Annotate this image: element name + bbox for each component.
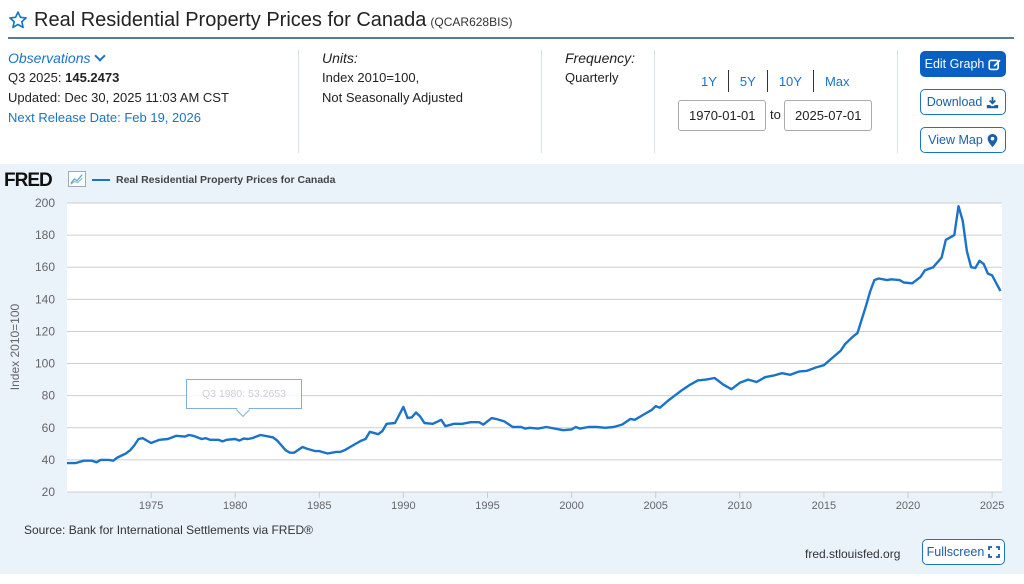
range-5y-button[interactable]: 5Y bbox=[739, 73, 756, 89]
x-tick-label: 1980 bbox=[223, 500, 247, 509]
x-tick-label: 2005 bbox=[643, 500, 667, 509]
units-line-1: Index 2010=100, bbox=[322, 70, 420, 85]
y-tick-label: 200 bbox=[35, 196, 55, 210]
fred-logo: FRED bbox=[4, 170, 53, 191]
chevron-down-icon bbox=[94, 50, 107, 62]
column-divider bbox=[654, 50, 655, 153]
download-icon bbox=[987, 96, 999, 108]
y-tick-label: 60 bbox=[42, 421, 56, 435]
observations-heading: Observations bbox=[8, 50, 91, 66]
x-tick-label: 2000 bbox=[559, 500, 583, 509]
frequency-heading: Frequency: bbox=[565, 50, 636, 66]
x-tick-label: 2010 bbox=[728, 500, 752, 509]
fullscreen-button[interactable]: Fullscreen bbox=[922, 539, 1005, 565]
line-chart: 20 40 60 80 100 120 140 160 180 200 1975 1980 1985 19… bbox=[35, 196, 1004, 509]
y-tick-label: 120 bbox=[35, 324, 55, 338]
column-divider bbox=[897, 50, 898, 153]
download-button[interactable]: Download bbox=[920, 89, 1006, 115]
fullscreen-label: Fullscreen bbox=[926, 545, 985, 559]
expand-icon bbox=[988, 546, 1001, 558]
units-line-2: Not Seasonally Adjusted bbox=[322, 90, 463, 105]
map-marker-icon bbox=[987, 133, 998, 147]
star-icon[interactable] bbox=[8, 10, 28, 30]
y-tick-label: 40 bbox=[42, 453, 56, 467]
site-link[interactable]: fred.stlouisfed.org bbox=[805, 547, 901, 561]
y-tick-label: 20 bbox=[42, 485, 56, 499]
plot-area bbox=[67, 203, 1002, 492]
y-axis-label: Index 2010=100 bbox=[8, 303, 22, 391]
next-release-link[interactable]: Next Release Date: Feb 19, 2026 bbox=[8, 110, 201, 125]
divider bbox=[812, 70, 814, 92]
updated-text: Updated: Dec 30, 2025 11:03 AM CST bbox=[8, 90, 229, 105]
y-tick-label: 80 bbox=[42, 389, 56, 403]
range-1y-button[interactable]: 1Y bbox=[701, 73, 717, 89]
edit-graph-button[interactable]: Edit Graph bbox=[920, 51, 1006, 77]
range-buttons: 1Y 5Y 10Y Max bbox=[690, 70, 861, 92]
latest-value: 145.2473 bbox=[65, 70, 120, 85]
view-map-button[interactable]: View Map bbox=[920, 127, 1006, 153]
latest-label: Q3 2025: bbox=[8, 70, 62, 85]
view-map-label: View Map bbox=[928, 133, 983, 147]
y-tick-label: 160 bbox=[35, 260, 55, 274]
units-heading: Units: bbox=[322, 50, 358, 66]
page-title: Real Residential Property Prices for Can… bbox=[34, 8, 427, 31]
series-line bbox=[67, 205, 1002, 465]
range-max-button[interactable]: Max bbox=[824, 73, 850, 89]
x-tick-label: 1985 bbox=[307, 500, 331, 509]
x-tick-label: 1995 bbox=[475, 500, 499, 509]
divider bbox=[766, 70, 768, 92]
fred-graph-icon bbox=[68, 171, 86, 187]
end-date-input[interactable] bbox=[784, 100, 872, 131]
column-divider bbox=[298, 50, 299, 153]
frequency-panel: Frequency: Quarterly bbox=[565, 48, 635, 88]
x-tick-label: 2020 bbox=[896, 500, 920, 509]
header-divider bbox=[8, 37, 1014, 39]
latest-observation: Q3 2025: 145.2473 bbox=[8, 68, 229, 88]
x-tick-label: 1975 bbox=[139, 500, 163, 509]
edit-icon bbox=[988, 59, 1001, 70]
observations-panel: Observations Q3 2025: 145.2473 Updated: … bbox=[8, 48, 229, 128]
x-tick-label: 2025 bbox=[980, 500, 1004, 509]
x-tick-label: 2015 bbox=[812, 500, 836, 509]
range-10y-button[interactable]: 10Y bbox=[778, 73, 802, 89]
edit-graph-label: Edit Graph bbox=[924, 57, 985, 71]
divider bbox=[727, 70, 729, 92]
legend-swatch bbox=[92, 179, 110, 181]
y-tick-label: 140 bbox=[35, 292, 55, 306]
title-bar: Real Residential Property Prices for Can… bbox=[8, 6, 512, 34]
start-date-input[interactable] bbox=[678, 100, 766, 131]
observations-toggle[interactable]: Observations bbox=[8, 48, 229, 68]
series-id: (QCAR628BIS) bbox=[430, 15, 513, 29]
units-panel: Units: Index 2010=100, Not Seasonally Ad… bbox=[322, 48, 463, 108]
download-label: Download bbox=[926, 95, 983, 109]
chart-tooltip: Q3 1980: 53.2653 bbox=[186, 379, 302, 409]
legend-label: Real Residential Property Prices for Can… bbox=[116, 174, 336, 186]
source-text: Source: Bank for International Settlemen… bbox=[24, 523, 313, 537]
chart-legend[interactable]: Real Residential Property Prices for Can… bbox=[92, 174, 335, 186]
x-tick-label: 1990 bbox=[391, 500, 415, 509]
y-tick-label: 180 bbox=[35, 228, 55, 242]
frequency-value: Quarterly bbox=[565, 70, 619, 85]
column-divider bbox=[541, 50, 542, 153]
to-label: to bbox=[770, 107, 781, 122]
y-tick-label: 100 bbox=[35, 357, 55, 371]
